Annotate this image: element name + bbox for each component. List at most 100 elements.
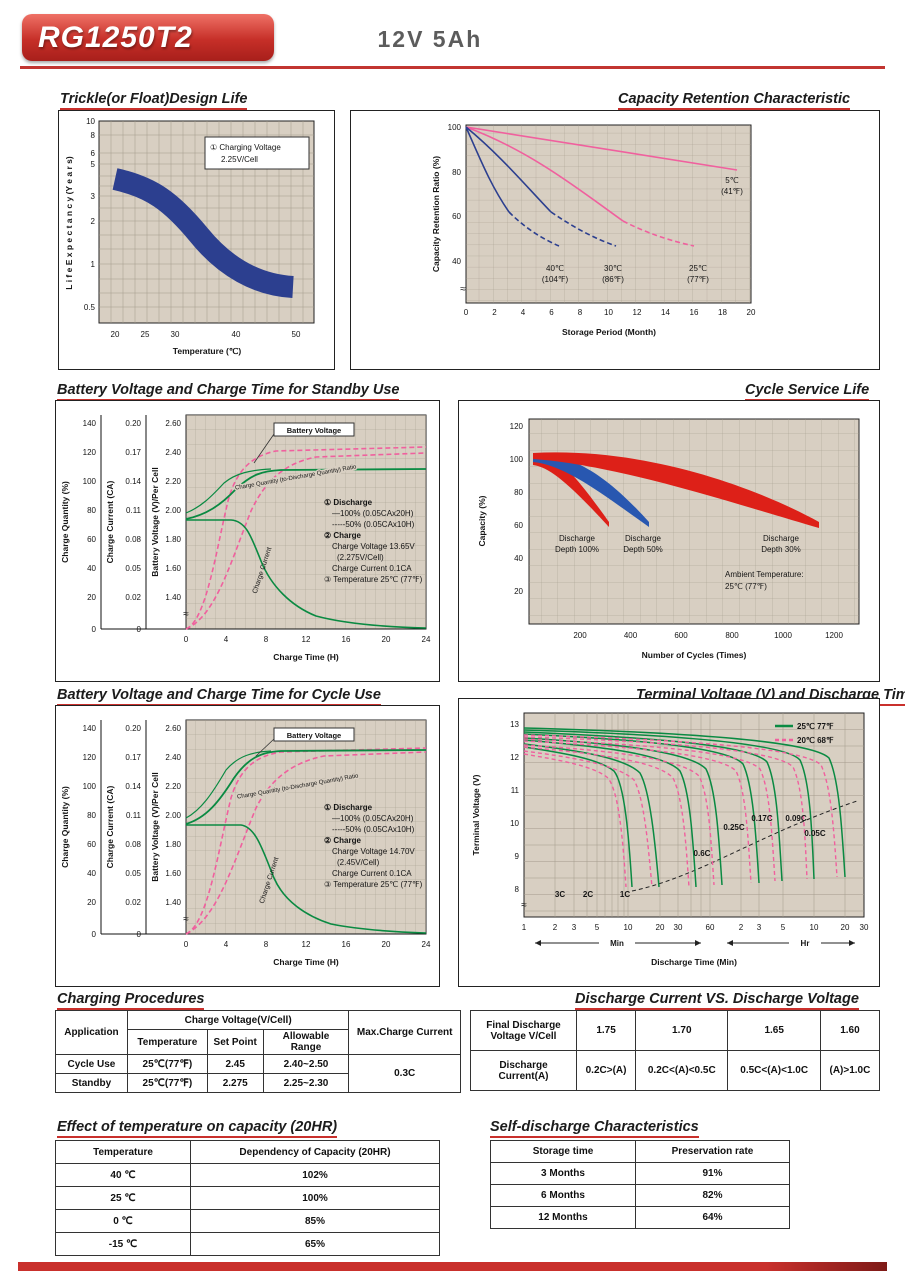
svg-text:800: 800 bbox=[725, 631, 739, 640]
svg-text:30: 30 bbox=[860, 923, 869, 932]
svg-text:20: 20 bbox=[841, 923, 850, 932]
svg-text:60: 60 bbox=[87, 535, 96, 544]
cell: Discharge Current(A) bbox=[470, 1050, 577, 1091]
svg-text:10: 10 bbox=[604, 308, 613, 317]
cell: Dependency of Capacity (20HR) bbox=[190, 1140, 440, 1164]
label-30c: 30℃ bbox=[604, 264, 622, 273]
svg-text:1.40: 1.40 bbox=[165, 593, 181, 602]
svg-text:50: 50 bbox=[292, 330, 301, 339]
cell: 40 ℃ bbox=[55, 1163, 191, 1187]
legend-20c: 20℃ 68℉ bbox=[797, 736, 834, 745]
curve-005c-25 bbox=[523, 727, 846, 878]
rate-label-005c: 0.05C bbox=[804, 829, 826, 838]
svg-text:80: 80 bbox=[514, 488, 523, 497]
note-line: Charge Voltage 14.70V bbox=[332, 847, 415, 856]
band-label: Depth 30% bbox=[761, 545, 801, 554]
cell: 91% bbox=[635, 1162, 790, 1185]
svg-text:0: 0 bbox=[137, 625, 142, 634]
svg-text:40: 40 bbox=[514, 554, 523, 563]
cell: Final Discharge Voltage V/Cell bbox=[470, 1010, 577, 1051]
curve-06c-20 bbox=[523, 744, 715, 886]
label-arrow bbox=[255, 738, 275, 757]
table-row: Temperature Dependency of Capacity (20HR… bbox=[55, 1140, 440, 1164]
cell: Allowable Range bbox=[262, 1029, 350, 1055]
cell: Application bbox=[55, 1010, 128, 1055]
rate-label-06c: 0.6C bbox=[694, 849, 711, 858]
label-40c: 40℃ bbox=[546, 264, 564, 273]
axis-break: ≈ bbox=[521, 900, 527, 911]
svg-text:20: 20 bbox=[382, 635, 391, 644]
legend-25c: 25℃ 77℉ bbox=[797, 722, 834, 731]
svg-text:0.17: 0.17 bbox=[125, 448, 141, 457]
svg-text:200: 200 bbox=[573, 631, 587, 640]
table-row: Cycle Use 25℃(77℉) 2.45 2.40~2.50 0.3C bbox=[55, 1054, 461, 1093]
svg-text:2.20: 2.20 bbox=[165, 477, 181, 486]
cell-line: Discharge bbox=[499, 1059, 548, 1071]
cell: 3 Months bbox=[490, 1162, 636, 1185]
svg-text:80: 80 bbox=[87, 506, 96, 515]
curve-25c-dashed bbox=[622, 220, 695, 247]
label-30c-f: (86℉) bbox=[602, 275, 624, 284]
trickle-chart: ① Charging Voltage 2.25V/Cell 10 8 6 5 3 2 1 0.… bbox=[64, 117, 315, 356]
cell-line: Current(A) bbox=[498, 1070, 549, 1082]
cell: 6 Months bbox=[490, 1184, 636, 1207]
design-life-band bbox=[112, 168, 294, 298]
hr-label: Hr bbox=[801, 939, 810, 948]
table-row: 25 ℃ 100% bbox=[55, 1186, 440, 1210]
rate-label-025c: 0.25C bbox=[723, 823, 745, 832]
note-line: -----50% (0.05CAx10H) bbox=[332, 520, 415, 529]
y-ticks: 13 12 11 10 9 8 bbox=[510, 720, 519, 894]
svg-text:100: 100 bbox=[448, 123, 462, 132]
cell: 2.40~2.50 bbox=[262, 1054, 350, 1074]
note-line: (2.45V/Cell) bbox=[337, 858, 380, 867]
x-axis-title: Number of Cycles (Times) bbox=[642, 650, 747, 660]
section-title-cycle-charge: Battery Voltage and Charge Time for Cycl… bbox=[57, 687, 381, 706]
svg-text:2.20: 2.20 bbox=[165, 782, 181, 791]
charge-current-curve bbox=[186, 824, 427, 934]
svg-text:2.60: 2.60 bbox=[165, 419, 181, 428]
axis-break: ≈ bbox=[183, 914, 189, 925]
svg-text:100: 100 bbox=[83, 477, 97, 486]
svg-text:5: 5 bbox=[595, 923, 600, 932]
grid bbox=[186, 720, 426, 934]
cell: Set Point bbox=[206, 1029, 264, 1055]
svg-text:1000: 1000 bbox=[774, 631, 792, 640]
svg-text:4: 4 bbox=[224, 940, 229, 949]
section-title-cycle-life: Cycle Service Life bbox=[745, 382, 870, 401]
discharge-voltage-table: Final Discharge Voltage V/Cell 1.75 1.70… bbox=[470, 1010, 881, 1091]
x-axis-title: Temperature (℃) bbox=[173, 346, 242, 356]
cell: Storage time bbox=[490, 1140, 636, 1163]
svg-text:0.20: 0.20 bbox=[125, 419, 141, 428]
label-40c-f: (104℉) bbox=[542, 275, 569, 284]
svg-text:1.60: 1.60 bbox=[165, 869, 181, 878]
battery-voltage-curve bbox=[185, 749, 427, 825]
svg-text:140: 140 bbox=[83, 724, 97, 733]
table-row: 40 ℃ 102% bbox=[55, 1163, 440, 1187]
svg-text:20: 20 bbox=[747, 308, 756, 317]
svg-text:5: 5 bbox=[781, 923, 786, 932]
section-title-discharge: Discharge Current VS. Discharge Voltage bbox=[575, 991, 859, 1010]
curve-3c-25 bbox=[523, 746, 633, 888]
charging-procedures-table: Application Charge Voltage(V/Cell) Max.C… bbox=[55, 1010, 461, 1093]
note-line: —100% (0.05CAx20H) bbox=[332, 814, 414, 823]
svg-text:12: 12 bbox=[302, 635, 311, 644]
y-axis-title: Capacity (%) bbox=[477, 495, 487, 546]
charge-quantity-50-curve bbox=[185, 446, 427, 630]
svg-text:80: 80 bbox=[87, 811, 96, 820]
svg-text:20: 20 bbox=[382, 940, 391, 949]
curve-25c bbox=[465, 126, 624, 222]
svg-text:12: 12 bbox=[633, 308, 642, 317]
current-ticks: 0.20 0.17 0.14 0.11 0.08 0.05 0.02 0 bbox=[125, 724, 141, 939]
svg-text:2: 2 bbox=[553, 923, 558, 932]
y-ticks: 10 8 6 5 3 2 1 0.5 bbox=[84, 117, 96, 312]
current-axis-title: Charge Current (CA) bbox=[105, 481, 115, 564]
section-title-standby: Battery Voltage and Charge Time for Stan… bbox=[57, 382, 400, 401]
svg-text:1.60: 1.60 bbox=[165, 564, 181, 573]
self-discharge-table: Storage time Preservation rate 3 Months … bbox=[490, 1140, 790, 1229]
note-line: —100% (0.05CAx20H) bbox=[332, 509, 414, 518]
rate-label-1c: 1C bbox=[620, 890, 630, 899]
curve-30c bbox=[465, 126, 552, 213]
curve-40c-dashed bbox=[508, 211, 560, 247]
charge-quantity-50-curve bbox=[185, 747, 427, 935]
x-ticks: 200 400 600 800 1000 1200 bbox=[573, 631, 843, 640]
